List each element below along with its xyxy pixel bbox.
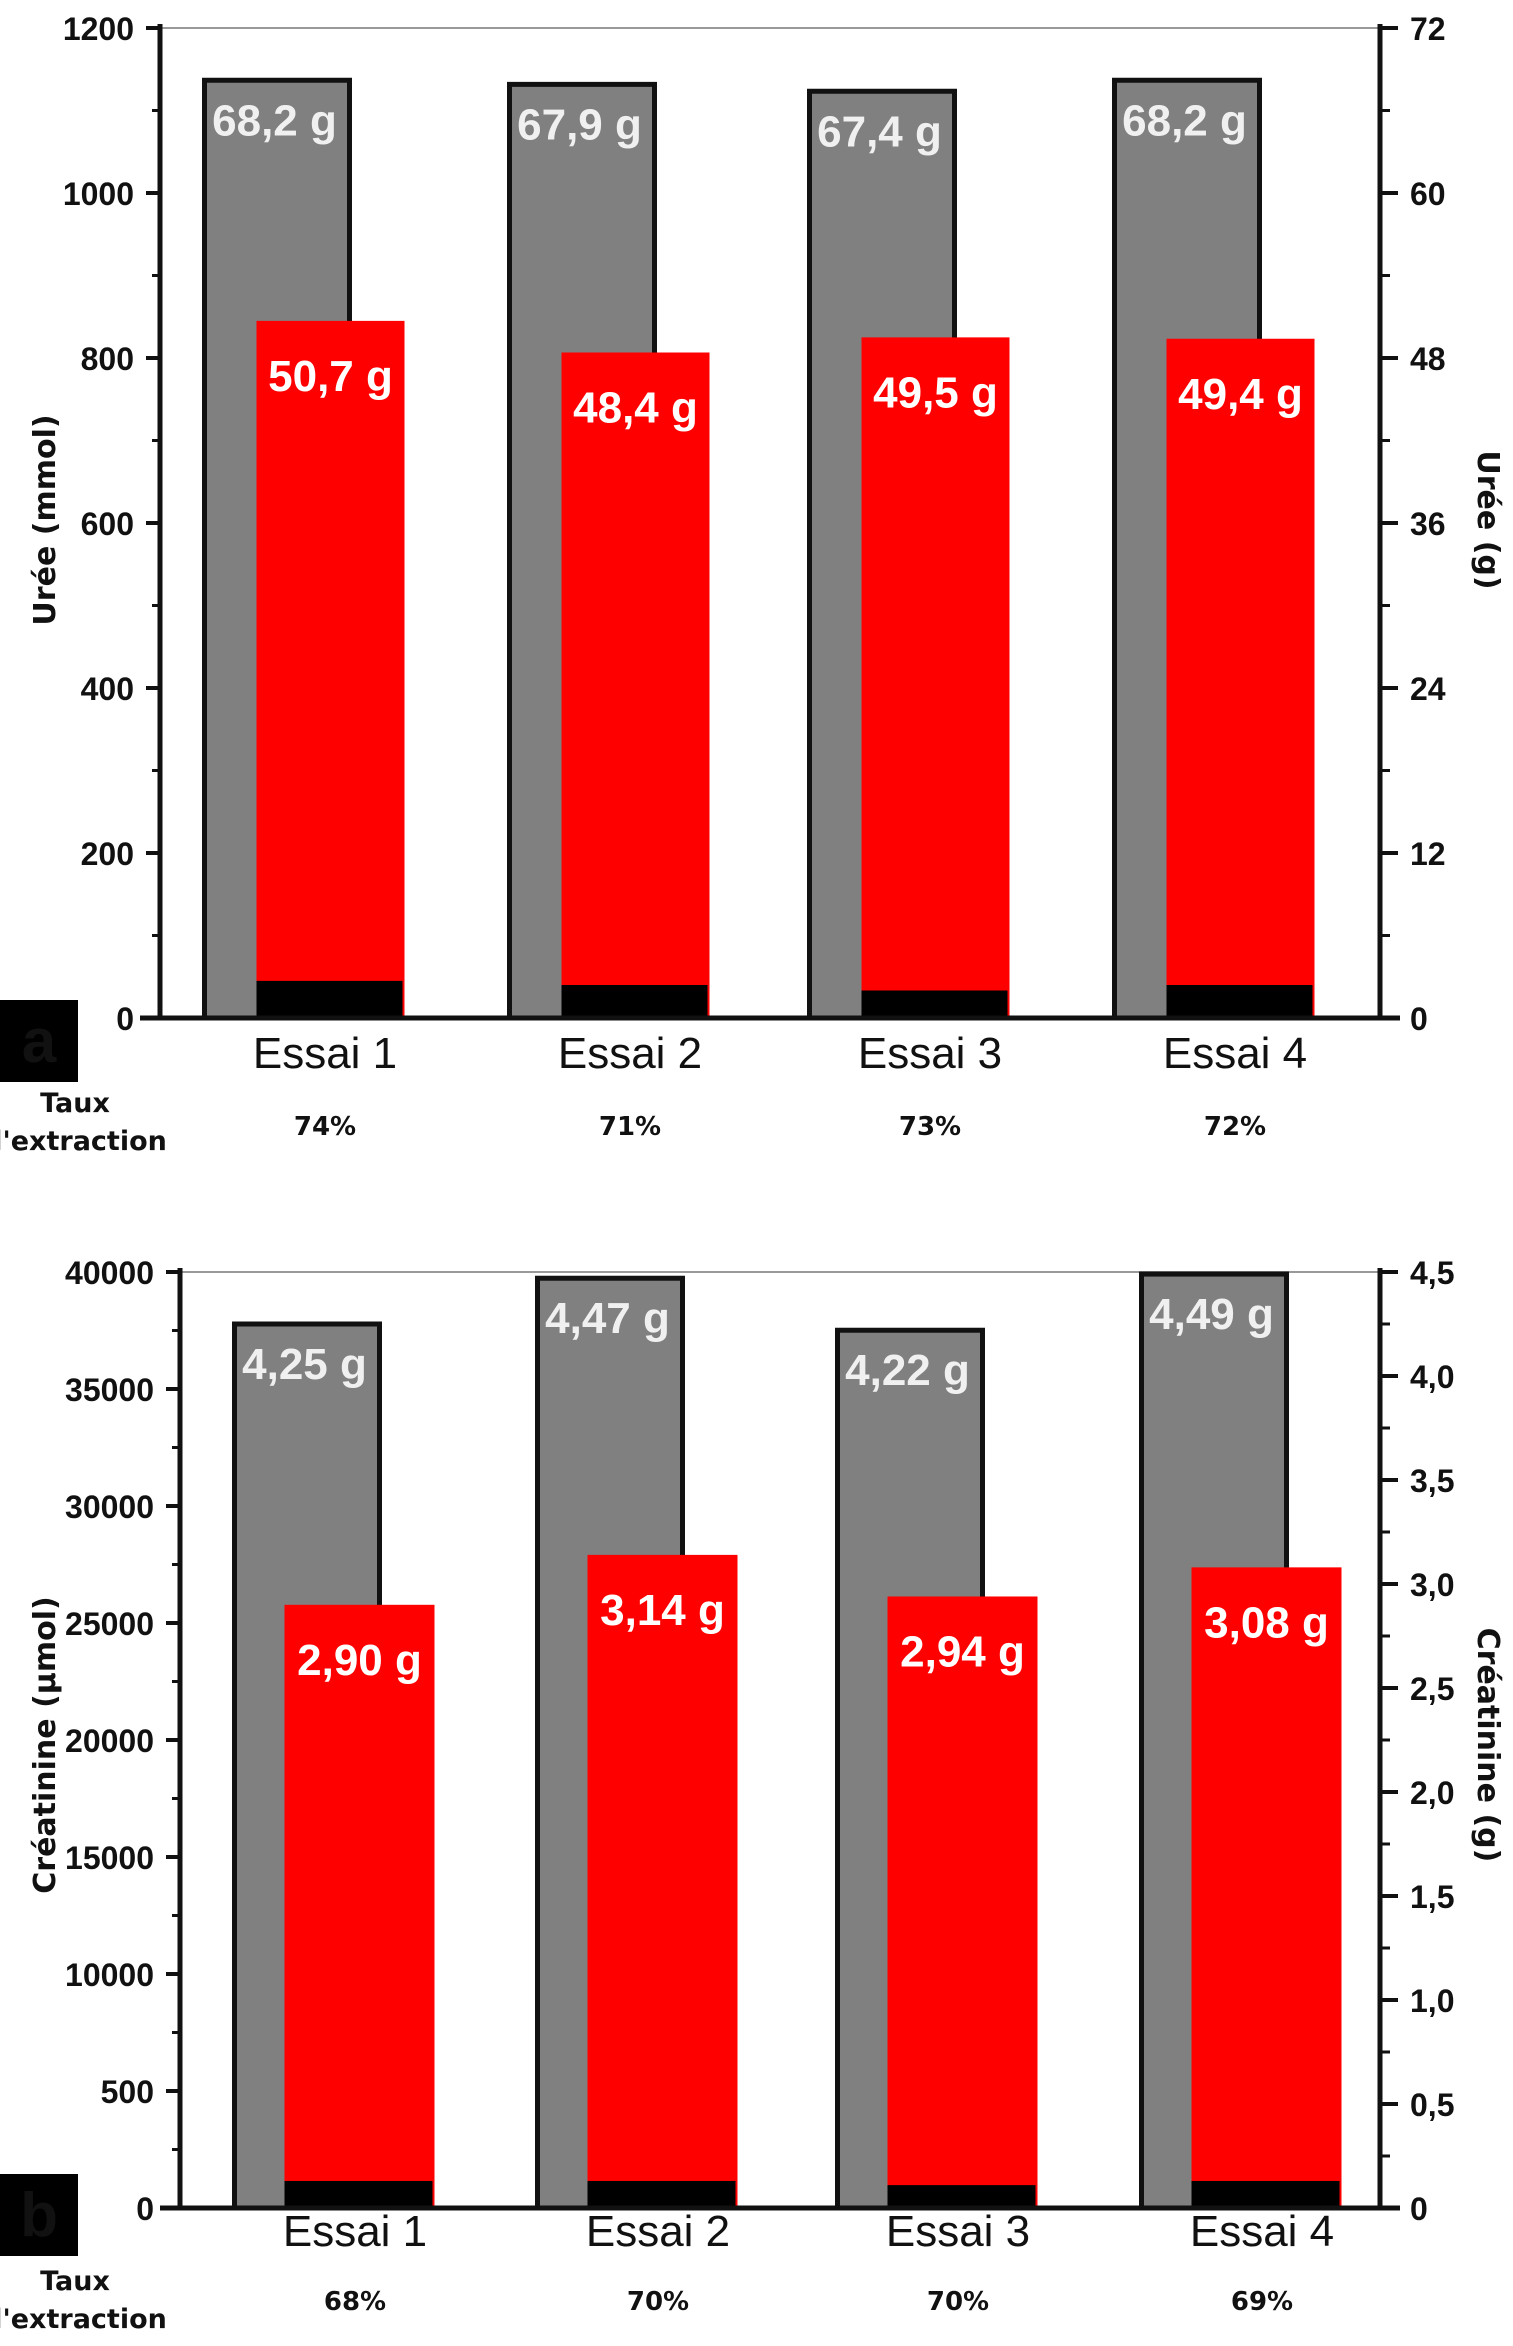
data-label-extracted: 3,14 g <box>600 1586 725 1635</box>
bar-extracted <box>1191 1567 1342 2208</box>
right-tick-label: 3,5 <box>1410 1463 1454 1499</box>
left-tick-label: 10000 <box>65 1957 154 1993</box>
data-label-total: 67,9 g <box>517 100 642 149</box>
right-tick-label: 48 <box>1410 341 1446 377</box>
right-tick-label: 24 <box>1410 671 1446 707</box>
bar-residual <box>1166 985 1313 1018</box>
extraction-rate: 71% <box>599 1112 661 1142</box>
right-tick-label: 60 <box>1410 176 1446 212</box>
category-label: Essai 2 <box>558 1029 702 1078</box>
bar-extracted <box>1166 338 1315 1018</box>
data-label-extracted: 3,08 g <box>1204 1598 1329 1647</box>
bar-residual <box>256 980 403 1018</box>
panel-label: b <box>20 2181 58 2250</box>
chart-panel-a: 68,2 g 50,7 g Essai 1 74% 67,9 g 48,4 g Essai … <box>0 11 1505 1157</box>
left-tick-label: 400 <box>81 671 134 707</box>
bar-extracted <box>256 320 405 1018</box>
right-tick-label: 0 <box>1410 1001 1428 1037</box>
data-label-total: 68,2 g <box>1122 96 1247 145</box>
rate-title-line1: Taux <box>40 1088 110 1119</box>
bar-residual <box>561 985 708 1018</box>
rate-title-line2: d'extraction <box>0 1126 167 1157</box>
data-label-total: 4,47 g <box>545 1294 670 1343</box>
category-label: Essai 4 <box>1190 2207 1334 2256</box>
bar-residual <box>861 990 1008 1018</box>
right-tick-label: 4,5 <box>1410 1255 1454 1291</box>
data-label-extracted: 2,90 g <box>297 1636 422 1685</box>
right-axis-title: Urée (g) <box>1470 450 1505 589</box>
right-tick-label: 0 <box>1410 2191 1428 2227</box>
bar-residual <box>587 2180 736 2208</box>
category-label: Essai 3 <box>858 1029 1002 1078</box>
bar-residual <box>887 2185 1036 2208</box>
right-axis-title: Créatinine (g) <box>1470 1628 1505 1863</box>
category-label: Essai 1 <box>283 2207 427 2256</box>
right-tick-label: 2,5 <box>1410 1671 1454 1707</box>
left-axis-title: Urée (mmol) <box>28 414 63 625</box>
left-tick-label: 200 <box>81 836 134 872</box>
panel-label-box <box>0 2174 78 2256</box>
extraction-rate: 69% <box>1231 2287 1293 2317</box>
left-tick-label: 0 <box>136 2191 154 2227</box>
rate-title-line2: d'extraction <box>0 2304 167 2335</box>
extraction-rate: 74% <box>294 1112 356 1142</box>
right-tick-label: 36 <box>1410 506 1446 542</box>
left-tick-label: 1000 <box>63 176 134 212</box>
left-tick-label: 20000 <box>65 1723 154 1759</box>
data-label-extracted: 48,4 g <box>573 384 698 433</box>
data-label-extracted: 49,4 g <box>1178 370 1303 419</box>
bar-extracted <box>561 352 710 1018</box>
bar-extracted <box>861 337 1010 1018</box>
right-tick-label: 3,0 <box>1410 1567 1454 1603</box>
left-tick-label: 35000 <box>65 1372 154 1408</box>
extraction-rate: 70% <box>927 2287 989 2317</box>
bar-residual <box>1191 2180 1340 2208</box>
bar-extracted <box>887 1596 1038 2208</box>
data-label-total: 67,4 g <box>817 107 942 156</box>
right-tick-label: 72 <box>1410 11 1446 47</box>
extraction-rate: 68% <box>324 2287 386 2317</box>
left-tick-label: 15000 <box>65 1840 154 1876</box>
extraction-rate: 73% <box>899 1112 961 1142</box>
data-label-extracted: 49,5 g <box>873 368 998 417</box>
data-label-total: 4,25 g <box>242 1340 367 1389</box>
data-label-total: 68,2 g <box>212 96 337 145</box>
data-label-total: 4,22 g <box>845 1346 970 1395</box>
left-tick-label: 1200 <box>63 11 134 47</box>
panel-label-box <box>0 1000 78 1082</box>
left-tick-label: 25000 <box>65 1606 154 1642</box>
left-tick-label: 600 <box>81 506 134 542</box>
left-tick-label: 40000 <box>65 1255 154 1291</box>
category-label: Essai 2 <box>586 2207 730 2256</box>
left-tick-label: 800 <box>81 341 134 377</box>
data-label-extracted: 50,7 g <box>268 352 393 401</box>
extraction-rate: 72% <box>1204 1112 1266 1142</box>
left-axis-title: Créatinine (µmol) <box>28 1596 63 1893</box>
right-tick-label: 12 <box>1410 836 1446 872</box>
data-label-extracted: 2,94 g <box>900 1627 1025 1676</box>
right-tick-label: 1,0 <box>1410 1983 1454 2019</box>
right-tick-label: 0,5 <box>1410 2087 1454 2123</box>
rate-title-line1: Taux <box>40 2266 110 2297</box>
chart-panel-b: 4,25 g 2,90 g Essai 1 68% 4,47 g 3,14 g Essai … <box>0 1255 1505 2335</box>
left-tick-label: 0 <box>116 1001 134 1037</box>
left-tick-label: 500 <box>101 2074 154 2110</box>
bar-residual <box>284 2180 433 2208</box>
category-label: Essai 4 <box>1163 1029 1307 1078</box>
extraction-rate: 70% <box>627 2287 689 2317</box>
bar-extracted <box>284 1604 435 2208</box>
category-label: Essai 3 <box>886 2207 1030 2256</box>
right-tick-label: 4,0 <box>1410 1359 1454 1395</box>
data-label-total: 4,49 g <box>1149 1290 1274 1339</box>
category-label: Essai 1 <box>253 1029 397 1078</box>
right-tick-label: 1,5 <box>1410 1879 1454 1915</box>
panel-label: a <box>22 1007 57 1076</box>
right-tick-label: 2,0 <box>1410 1775 1454 1811</box>
left-tick-label: 30000 <box>65 1489 154 1525</box>
bar-extracted <box>587 1554 738 2208</box>
